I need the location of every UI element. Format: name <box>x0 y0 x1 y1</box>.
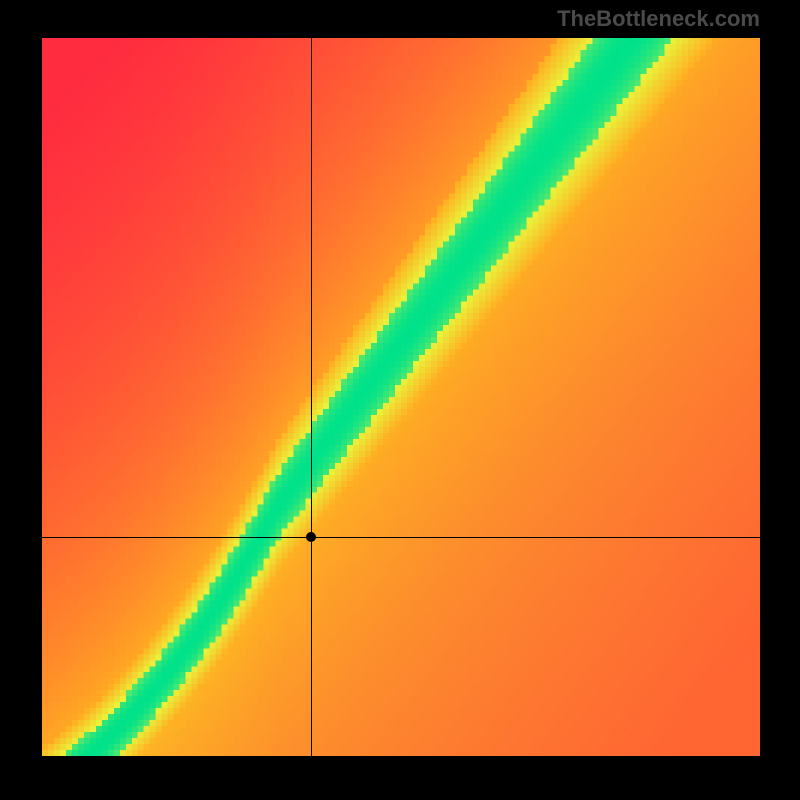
bottleneck-heatmap <box>42 38 760 756</box>
crosshair-horizontal <box>42 537 760 538</box>
chart-container: TheBottleneck.com <box>0 0 800 800</box>
crosshair-vertical <box>311 38 312 756</box>
crosshair-marker <box>306 532 316 542</box>
watermark-text: TheBottleneck.com <box>557 6 760 32</box>
